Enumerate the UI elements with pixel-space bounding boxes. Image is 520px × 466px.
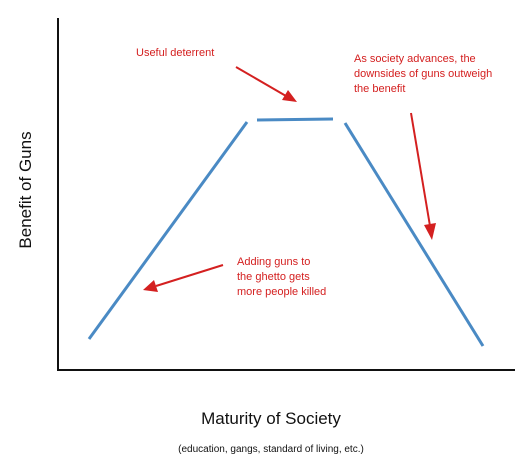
ghetto-annotation-line: more people killed bbox=[237, 286, 327, 298]
ghetto-annotation-line: the ghetto gets bbox=[237, 271, 310, 283]
x-axis-label: Maturity of Society bbox=[201, 409, 341, 428]
advances-annotation: As society advances, the downsides of gu… bbox=[354, 52, 492, 97]
advances-annotation-line: the benefit bbox=[354, 83, 406, 95]
y-axis-label: Benefit of Guns bbox=[16, 131, 35, 249]
deterrent-annotation: Useful deterrent bbox=[136, 46, 214, 61]
advances-arrow bbox=[410, 112, 436, 240]
advances-annotation-line: downsides of guns outweigh bbox=[354, 68, 493, 80]
ghetto-arrow bbox=[143, 264, 224, 292]
deterrent-arrow bbox=[235, 66, 297, 102]
deterrent-annotation-line: Useful deterrent bbox=[136, 47, 215, 59]
curve-falling-segment bbox=[343, 122, 485, 347]
advances-annotation-line: As society advances, the bbox=[354, 53, 476, 65]
ghetto-annotation: Adding guns to the ghetto gets more peop… bbox=[237, 255, 326, 300]
x-axis-sublabel: (education, gangs, standard of living, e… bbox=[178, 444, 364, 455]
curve-rising-segment bbox=[87, 121, 249, 340]
ghetto-annotation-line: Adding guns to bbox=[237, 256, 311, 268]
curve-plateau-segment bbox=[256, 117, 334, 122]
